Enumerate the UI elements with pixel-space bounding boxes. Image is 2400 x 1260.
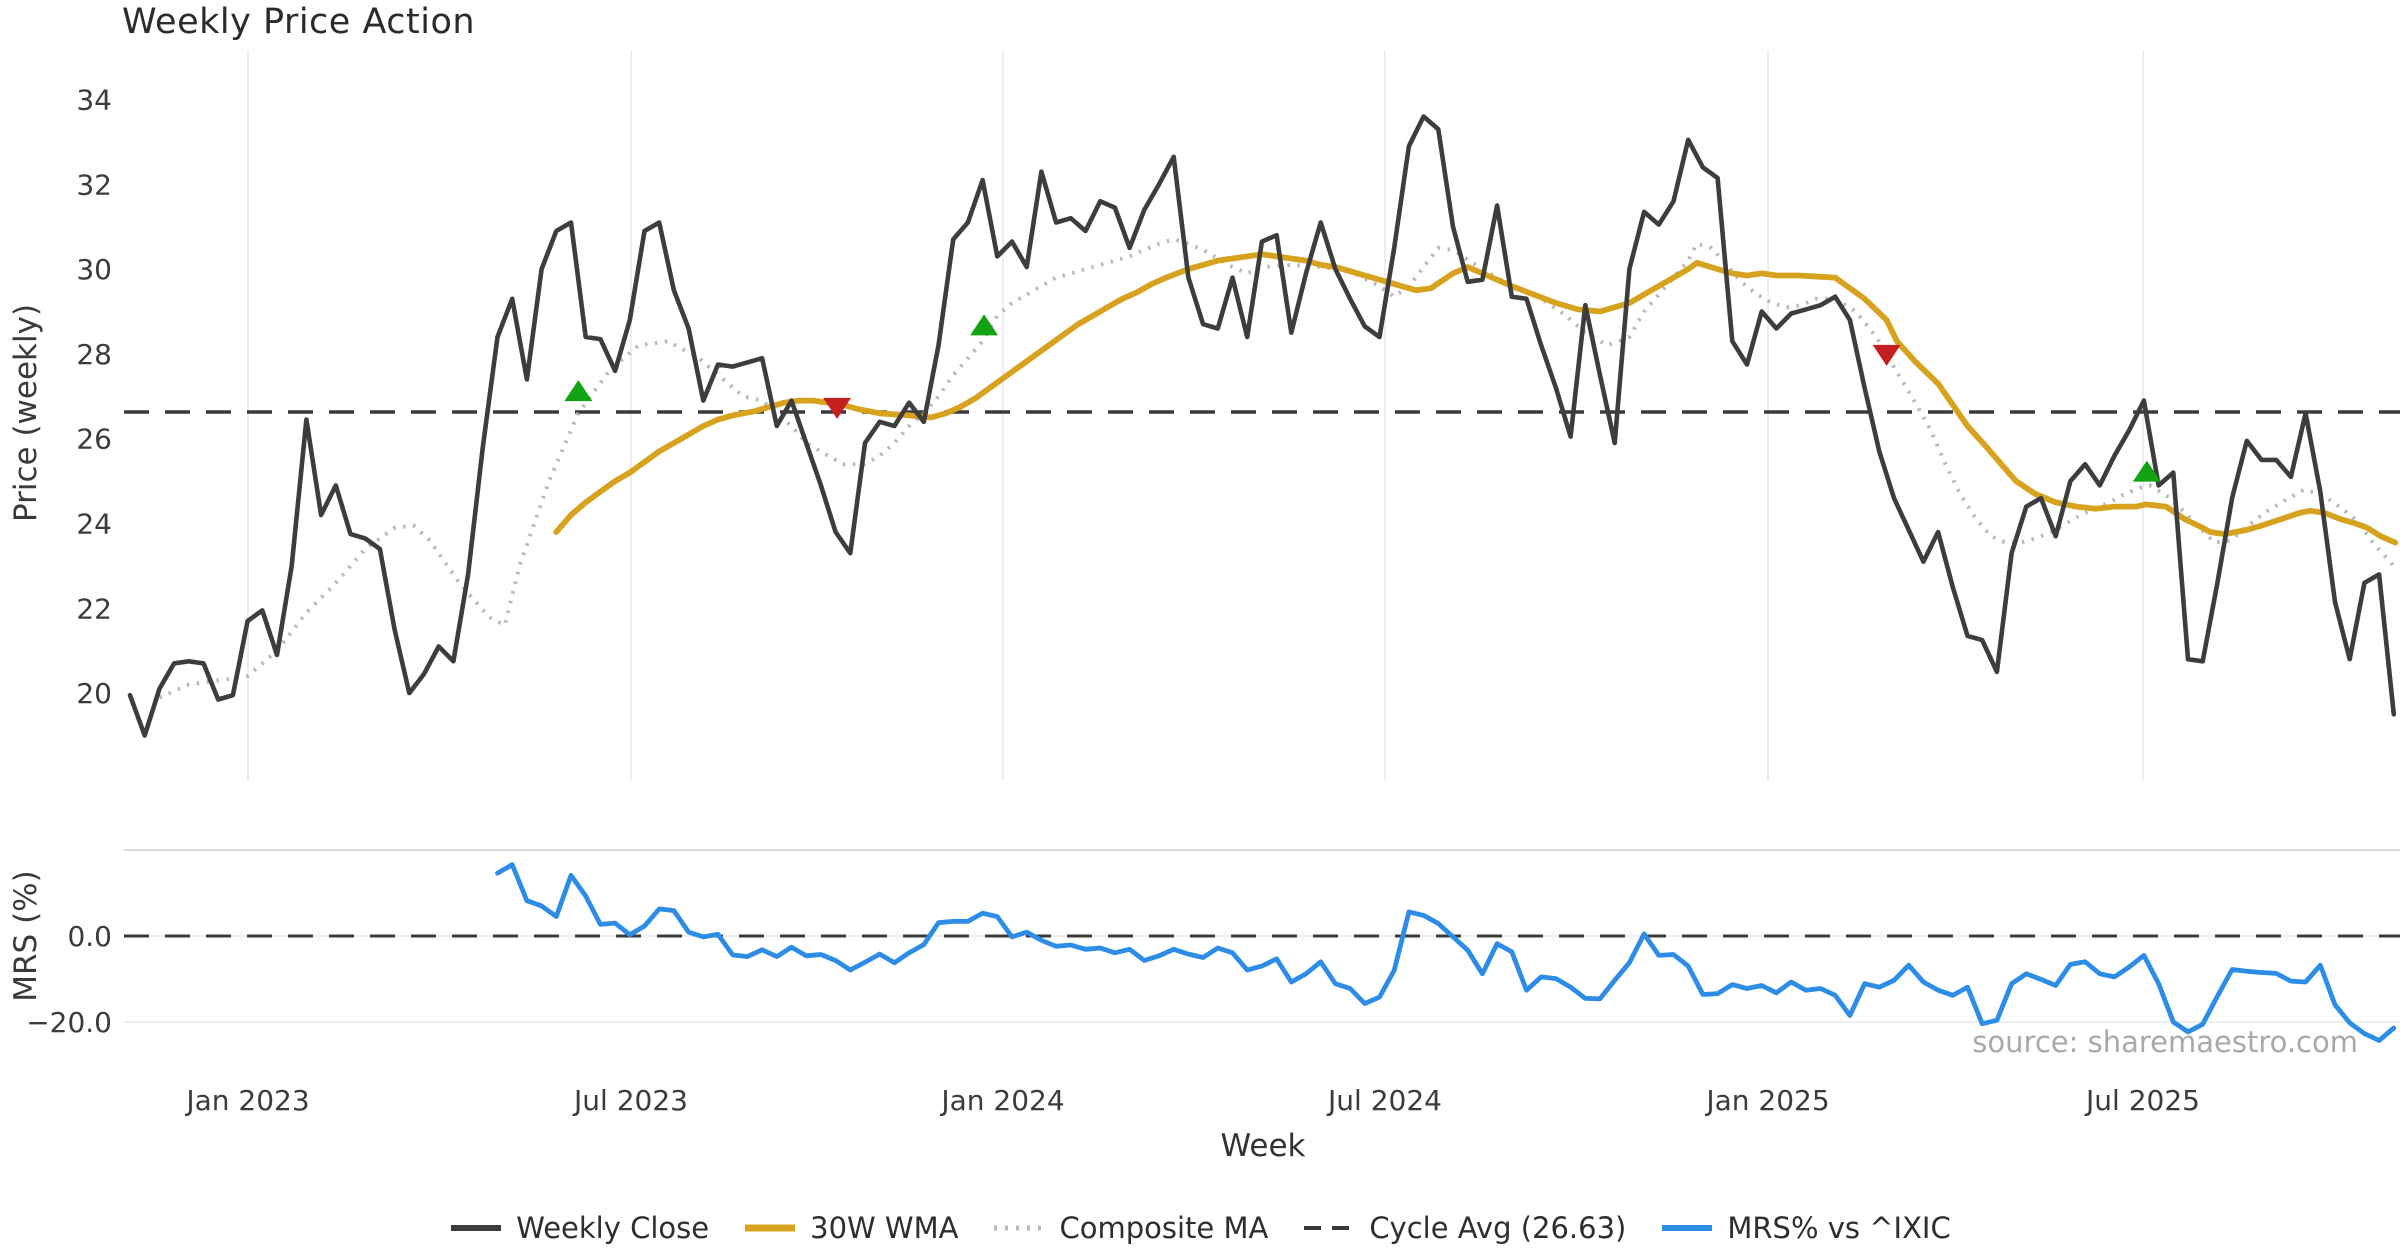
gridlines: [124, 50, 2400, 1023]
legend-swatch-icon: [745, 1224, 796, 1232]
legend-swatch-icon: [994, 1225, 1045, 1231]
chart-legend: Weekly Close 30W WMA Composite MA Cycle Avg…: [0, 1202, 2400, 1254]
legend-item-weekly-close: Weekly Close: [449, 1211, 709, 1245]
source-watermark: source: sharemaestro.com: [1972, 1025, 2358, 1059]
legend-label: MRS% vs ^IXIC: [1727, 1211, 1951, 1245]
legend-item-cycle-avg-26-63-: Cycle Avg (26.63): [1302, 1211, 1626, 1245]
legend-label: Weekly Close: [516, 1211, 710, 1245]
x-tick-label: Jul 2023: [572, 1084, 688, 1117]
mrs-y-tick-label: 0.0: [67, 920, 112, 953]
price-y-tick-label: 26: [76, 423, 112, 456]
x-tick-label: Jul 2025: [2084, 1084, 2200, 1117]
x-tick-label: Jan 2023: [184, 1084, 309, 1117]
price-y-tick-label: 24: [76, 508, 112, 541]
x-axis-label: Week: [1221, 1128, 1306, 1164]
price-y-tick-label: 28: [76, 338, 112, 371]
price-y-tick-label: 22: [76, 592, 112, 625]
x-tick-label: Jul 2024: [1326, 1084, 1442, 1117]
mrs-axis-label: MRS (%): [8, 870, 44, 1001]
price-y-tick-label: 32: [76, 168, 112, 201]
legend-swatch-icon: [1304, 1226, 1355, 1230]
legend-item-composite-ma: Composite MA: [992, 1211, 1268, 1245]
x-tick-label: Jan 2025: [1704, 1084, 1829, 1117]
buy-signal-marker: [970, 314, 999, 336]
legend-label: 30W WMA: [810, 1211, 959, 1245]
buy-signal-marker: [564, 380, 593, 402]
legend-label: Composite MA: [1059, 1211, 1269, 1245]
price-y-tick-label: 34: [76, 84, 112, 117]
signal-markers: [564, 314, 2161, 482]
legend-swatch-icon: [1662, 1225, 1713, 1231]
price-axis-label: Price (weekly): [8, 304, 44, 522]
mrs-y-tick-label: −20.0: [26, 1006, 112, 1039]
legend-swatch-icon: [451, 1225, 502, 1231]
sell-signal-marker: [823, 397, 852, 419]
buy-signal-marker: [2132, 460, 2161, 482]
page-title: Weekly Price Action: [122, 2, 476, 42]
price-y-tick-label: 30: [76, 253, 112, 286]
sell-signal-marker: [1872, 344, 1901, 366]
series-mrs-vs-ixic: [495, 862, 2397, 1043]
series-composite-ma: [158, 237, 2396, 700]
legend-label: Cycle Avg (26.63): [1369, 1211, 1627, 1245]
price-y-tick-label: 20: [76, 677, 112, 710]
legend-item-mrs-vs-ixic: MRS% vs ^IXIC: [1660, 1211, 1951, 1245]
chart-series: [124, 114, 2400, 1043]
series-weekly-close: [127, 114, 2397, 738]
axis-tick-labels: Jan 2023 Jul 2023 Jan 2024 Jul 2024 Jan 2025…: [26, 84, 2200, 1117]
x-tick-label: Jan 2024: [939, 1084, 1064, 1117]
legend-item-30w-wma: 30W WMA: [743, 1211, 958, 1245]
